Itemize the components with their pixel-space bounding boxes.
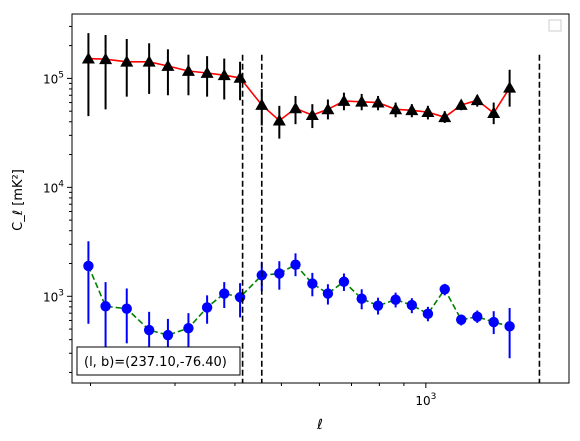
point-1-11 — [290, 259, 301, 270]
point-1-20 — [439, 284, 450, 295]
point-1-0 — [83, 260, 94, 272]
point-0-8 — [233, 71, 247, 83]
point-0-13 — [321, 102, 335, 115]
point-0-7 — [217, 68, 231, 81]
point-0-11 — [289, 101, 303, 114]
plot-frame — [71, 13, 570, 384]
point-1-13 — [322, 288, 334, 299]
point-0-12 — [305, 108, 319, 121]
annotation-frame — [76, 346, 241, 376]
point-1-22 — [472, 311, 483, 322]
x-tick-label: 103 — [415, 392, 436, 408]
axes: 103 104 105 103 — [43, 25, 436, 408]
point-1-23 — [488, 316, 499, 328]
point-0-4 — [161, 59, 175, 71]
data-layer — [81, 33, 517, 361]
point-0-21 — [454, 98, 468, 110]
point-0-3 — [142, 55, 156, 67]
point-1-4 — [162, 329, 174, 341]
point-0-6 — [200, 66, 214, 78]
point-1-14 — [338, 276, 350, 287]
point-1-12 — [307, 278, 318, 289]
point-1-3 — [143, 324, 155, 336]
point-0-0 — [81, 52, 95, 64]
point-1-5 — [183, 322, 194, 334]
point-1-10 — [274, 268, 285, 279]
y-tick-label: 105 — [43, 70, 64, 86]
point-0-18 — [405, 103, 419, 116]
point-1-17 — [390, 294, 401, 305]
point-0-19 — [421, 105, 435, 118]
point-1-16 — [372, 300, 384, 311]
reference-lines — [241, 54, 541, 383]
point-1-7 — [219, 288, 230, 299]
annotation-text: (l, b)=(237.10,-76.40) — [84, 355, 227, 370]
point-0-15 — [355, 95, 369, 107]
series-1 — [83, 241, 515, 361]
y-tick-label: 104 — [43, 179, 64, 195]
point-0-1 — [99, 52, 113, 65]
point-0-10 — [272, 114, 286, 126]
point-1-2 — [121, 303, 132, 314]
point-1-15 — [356, 293, 367, 304]
point-0-14 — [337, 94, 351, 106]
point-1-21 — [456, 314, 467, 325]
y-tick-label: 103 — [43, 288, 64, 304]
point-1-19 — [422, 308, 434, 320]
point-0-20 — [438, 110, 452, 123]
point-0-17 — [389, 102, 403, 115]
point-1-6 — [201, 302, 213, 313]
y-axis-label: C_ℓ [mK²] — [11, 169, 26, 231]
series-0 — [81, 33, 517, 139]
point-0-24 — [503, 81, 517, 93]
point-0-16 — [371, 96, 385, 108]
point-1-24 — [504, 321, 515, 332]
x-axis-label: ℓ — [316, 417, 323, 433]
point-1-18 — [406, 299, 418, 311]
point-1-1 — [100, 301, 111, 312]
annotation-box: (l, b)=(237.10,-76.40) — [76, 346, 241, 376]
point-0-2 — [120, 55, 134, 67]
point-1-8 — [234, 292, 246, 303]
point-0-5 — [181, 64, 195, 76]
legend-box — [548, 19, 562, 32]
point-0-23 — [487, 106, 501, 118]
point-0-22 — [470, 93, 484, 106]
